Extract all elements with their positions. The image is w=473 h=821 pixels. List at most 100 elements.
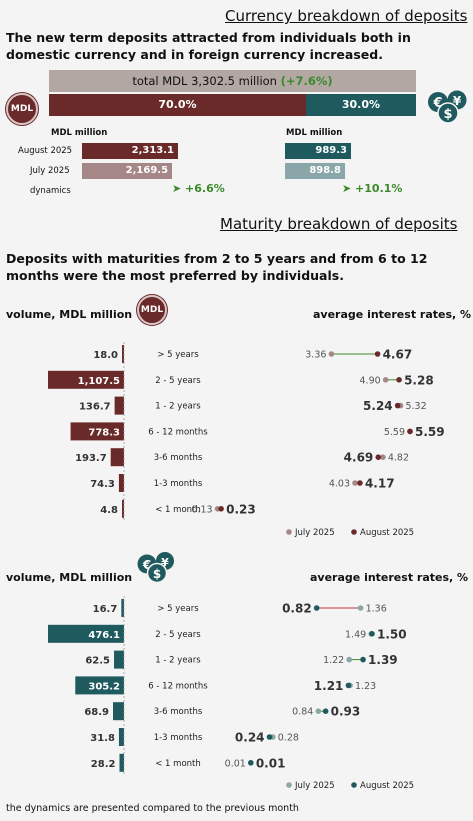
volume-bar bbox=[122, 499, 124, 518]
august-rate-label: 1.50 bbox=[377, 627, 407, 641]
legend-july-marker bbox=[286, 782, 292, 788]
august-rate-label: 0.23 bbox=[226, 502, 256, 516]
august-rate-label: 4.67 bbox=[383, 348, 413, 362]
july-rate-label: 1.23 bbox=[355, 681, 376, 692]
category-label: 6 - 12 months bbox=[148, 681, 208, 691]
volume-bar bbox=[70, 422, 124, 441]
august-point bbox=[374, 351, 381, 357]
august-point bbox=[313, 605, 320, 611]
mdl-volume-label: volume, MDL million bbox=[6, 308, 133, 321]
august-rate-label: 0.01 bbox=[256, 756, 286, 770]
category-label: 1-3 months bbox=[154, 479, 203, 489]
category-label: 3-6 months bbox=[154, 707, 203, 717]
category-label: < 1 month bbox=[155, 759, 201, 769]
up-arrow-icon: ➤ bbox=[172, 182, 186, 195]
volume-bar bbox=[75, 676, 124, 695]
category-label: > 5 years bbox=[157, 350, 199, 360]
fx-rates-label: average interest rates, % bbox=[310, 571, 469, 584]
august-rate-label: 5.24 bbox=[363, 399, 393, 413]
volume-value: 193.7 bbox=[75, 453, 107, 464]
mdl-rates-label: average interest rates, % bbox=[313, 308, 472, 321]
total-label: total MDL 3,302.5 million bbox=[132, 74, 277, 88]
august-point bbox=[218, 506, 224, 512]
volume-value: 18.0 bbox=[93, 350, 118, 361]
volume-bar bbox=[122, 345, 124, 363]
maturity-intro: Deposits with maturities from 2 to 5 yea… bbox=[6, 251, 428, 283]
volume-bar bbox=[48, 370, 124, 389]
august-rate-label: 4.69 bbox=[344, 451, 374, 465]
legend-august-marker bbox=[351, 782, 357, 788]
fx-coins-icon: € ¥ $ bbox=[428, 90, 467, 124]
july-rate-label: 1.49 bbox=[345, 629, 366, 640]
volume-value: 68.9 bbox=[84, 707, 109, 718]
share-bar: 70.0% 30.0% bbox=[49, 94, 416, 116]
august-rate-label: 5.28 bbox=[404, 373, 434, 387]
august-point bbox=[407, 428, 413, 435]
legend-july: July 2025 bbox=[294, 528, 335, 538]
mdl-coin-icon: MDL bbox=[6, 93, 38, 125]
july-rate-label: 5.59 bbox=[384, 427, 405, 438]
july-rate-label: 0.13 bbox=[191, 504, 212, 515]
currency-intro: The new term deposits attracted from ind… bbox=[6, 30, 411, 62]
mdl-jul-bar: 2,169.5 bbox=[82, 163, 173, 179]
volume-value: 74.3 bbox=[90, 479, 115, 490]
fx-aug-bar: 989.3 bbox=[285, 143, 351, 159]
mdl-dynamics: ➤ +6.6% bbox=[172, 182, 225, 195]
category-label: < 1 month bbox=[155, 505, 201, 515]
august-rate-label: 4.17 bbox=[365, 477, 395, 491]
august-point bbox=[360, 656, 366, 663]
svg-text:€: € bbox=[142, 558, 151, 572]
volume-value: 1,107.5 bbox=[78, 376, 120, 387]
volume-value: 62.5 bbox=[85, 656, 110, 667]
august-rate-label: 0.82 bbox=[282, 602, 312, 616]
footnote: the dynamics are presented compared to t… bbox=[6, 803, 299, 814]
july-point bbox=[352, 480, 358, 486]
august-point bbox=[248, 760, 254, 766]
volume-bar bbox=[114, 396, 124, 415]
currency-section-title: Currency breakdown of deposits bbox=[225, 7, 468, 25]
category-label: 6 - 12 months bbox=[148, 427, 208, 437]
svg-text:€: € bbox=[432, 96, 442, 111]
volume-value: 778.3 bbox=[88, 427, 120, 438]
category-label: 2 - 5 years bbox=[155, 376, 201, 386]
july-rate-label: 0.84 bbox=[292, 707, 313, 718]
august-rate-label: 5.59 bbox=[415, 425, 445, 439]
july-point bbox=[382, 377, 389, 383]
mdl-coin-icon-2: MDL bbox=[137, 295, 167, 325]
maturity-section-title: Maturity breakdown of deposits bbox=[220, 215, 458, 233]
volume-value: 28.2 bbox=[91, 759, 116, 770]
mdl-coin-label-2: MDL bbox=[140, 305, 164, 315]
volume-bar bbox=[110, 448, 124, 467]
legend-july-marker bbox=[286, 529, 292, 535]
svg-text:$: $ bbox=[153, 567, 161, 581]
august-rate-label: 0.24 bbox=[235, 731, 265, 745]
unit-right: MDL million bbox=[286, 128, 343, 138]
volume-bar bbox=[48, 624, 124, 643]
fx-volume-label: volume, MDL million bbox=[6, 571, 133, 584]
july-point bbox=[357, 605, 364, 611]
volume-bar bbox=[113, 702, 124, 721]
up-arrow-icon: ➤ bbox=[342, 182, 356, 195]
august-point bbox=[375, 454, 382, 461]
july-rate-label: 0.28 bbox=[278, 733, 299, 744]
august-rate-label: 1.39 bbox=[368, 653, 398, 667]
fx-dynamics: ➤ +10.1% bbox=[342, 182, 402, 195]
mdl-share-bar: 70.0% bbox=[49, 94, 306, 116]
category-label: 2 - 5 years bbox=[155, 630, 201, 640]
total-change: (+7.6%) bbox=[280, 74, 333, 88]
row-label-dyn: dynamics bbox=[30, 186, 71, 196]
row-label-jul: July 2025 bbox=[30, 166, 70, 176]
august-point bbox=[369, 631, 375, 637]
fx-jul-bar: 898.8 bbox=[285, 163, 345, 179]
total-bar: total MDL 3,302.5 million (+7.6%) bbox=[49, 70, 416, 92]
mdl-coin-label: MDL bbox=[10, 104, 34, 114]
july-point bbox=[328, 351, 335, 357]
august-rate-label: 1.21 bbox=[314, 679, 344, 693]
legend-august: August 2025 bbox=[360, 781, 414, 791]
volume-bar bbox=[121, 599, 124, 617]
july-point bbox=[380, 454, 386, 461]
july-rate-label: 1.22 bbox=[323, 655, 344, 666]
mdl-dynamics-value: +6.6% bbox=[185, 182, 225, 195]
august-point bbox=[394, 402, 401, 409]
